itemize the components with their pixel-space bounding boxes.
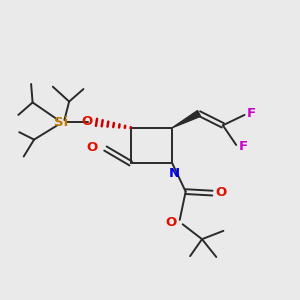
Text: O: O — [82, 115, 93, 128]
Text: O: O — [165, 216, 176, 229]
Polygon shape — [172, 111, 201, 128]
Text: Si: Si — [54, 116, 68, 129]
Text: F: F — [247, 107, 256, 120]
Text: F: F — [238, 140, 248, 153]
Text: O: O — [87, 141, 98, 154]
Text: N: N — [169, 167, 180, 180]
Text: O: O — [215, 186, 226, 199]
